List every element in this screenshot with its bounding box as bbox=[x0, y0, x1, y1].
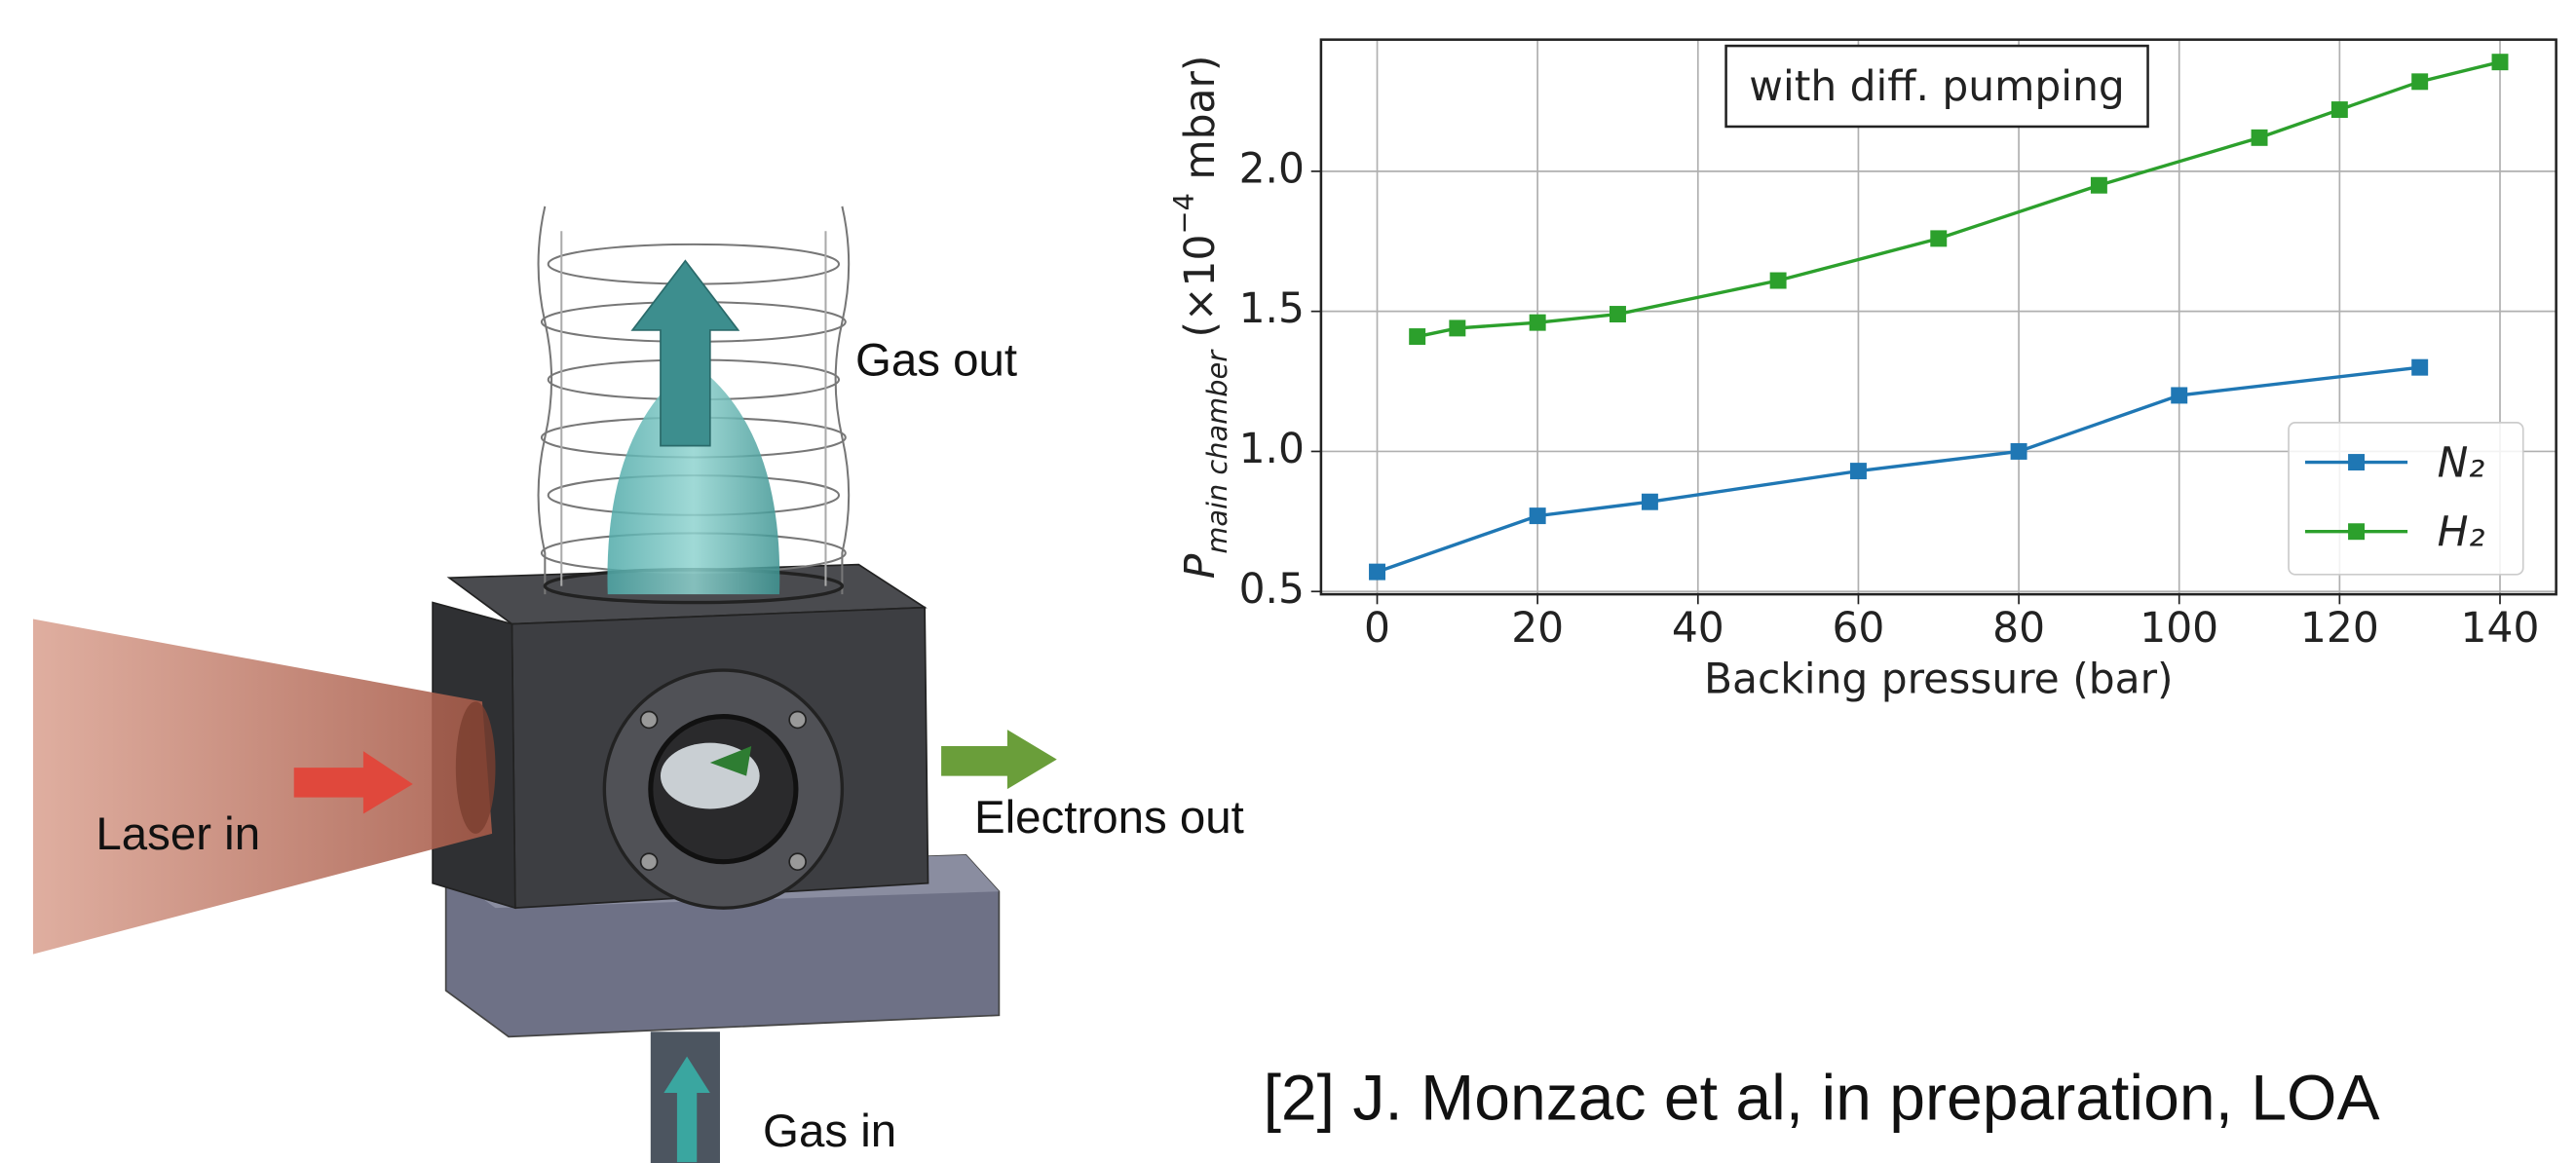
marker bbox=[2252, 130, 2268, 146]
marker bbox=[2331, 101, 2348, 118]
marker bbox=[1530, 315, 1546, 331]
series-line bbox=[1378, 367, 2420, 572]
marker bbox=[1930, 230, 1947, 246]
y-axis-label-part: (×10 bbox=[1175, 235, 1223, 351]
label: Laser in bbox=[95, 808, 260, 860]
x-tick-label: 120 bbox=[2300, 604, 2379, 652]
marker bbox=[1530, 507, 1546, 524]
x-tick-label: 100 bbox=[2140, 604, 2218, 652]
marker bbox=[1770, 273, 1787, 289]
x-tick-label: 20 bbox=[1511, 604, 1564, 652]
marker bbox=[1610, 306, 1626, 322]
marker bbox=[2492, 54, 2509, 70]
y-axis-label-part: P bbox=[1175, 553, 1223, 579]
y-axis-label: Pmain chamber (×10−4 mbar) bbox=[1167, 56, 1233, 580]
legend-marker bbox=[2348, 454, 2365, 470]
marker bbox=[2411, 73, 2428, 90]
legend-marker bbox=[2348, 523, 2365, 540]
marker bbox=[1850, 463, 1867, 479]
marker bbox=[2171, 387, 2187, 403]
x-axis-label: Backing pressure (bar) bbox=[1704, 655, 2174, 702]
label: Gas out bbox=[855, 334, 1017, 386]
marker bbox=[2411, 359, 2428, 376]
y-axis-label-part: main chamber bbox=[1200, 349, 1233, 554]
y-tick-label: 1.5 bbox=[1239, 284, 1305, 332]
y-tick-label: 0.5 bbox=[1239, 565, 1305, 613]
x-tick-label: 80 bbox=[1992, 604, 2045, 652]
marker bbox=[1369, 564, 1385, 581]
marker bbox=[1409, 328, 1425, 345]
setup-diagram: Gas out Laser in Electrons out Gas in bbox=[33, 206, 1244, 1163]
annotation: with diff. pumping bbox=[1749, 62, 2125, 110]
electrons-arrow bbox=[941, 730, 1057, 789]
y-tick-label: 1.0 bbox=[1239, 425, 1305, 472]
x-tick-label: 60 bbox=[1832, 604, 1884, 652]
label: Electrons out bbox=[974, 792, 1244, 844]
laser-port bbox=[456, 701, 496, 834]
marker bbox=[1449, 319, 1465, 336]
marker bbox=[2011, 443, 2027, 460]
chart: 0 20 40 60 80 100 120 140 0.5 1.0 1.5 2.0 Backing pr… bbox=[1167, 40, 2557, 703]
x-tick-label: 0 bbox=[1364, 604, 1390, 652]
x-tick-label: 40 bbox=[1672, 604, 1724, 652]
y-tick-label: 2.0 bbox=[1239, 144, 1305, 192]
laser-cone bbox=[33, 619, 492, 955]
x-tick-label: 140 bbox=[2461, 604, 2540, 652]
label: Gas in bbox=[763, 1106, 896, 1157]
citation: [2] J. Monzac et al, in preparation, LOA bbox=[1264, 1063, 2380, 1135]
page: {"diagram": {"labels": ["Gas out", "Lase… bbox=[0, 0, 2576, 1163]
legend-label: N₂ bbox=[2438, 438, 2485, 486]
y-axis-label-part: mbar) bbox=[1175, 56, 1223, 194]
legend-label: H₂ bbox=[2438, 508, 2485, 556]
figure: Gas out Laser in Electrons out Gas in [2… bbox=[0, 0, 2576, 1163]
y-axis-label-part: −4 bbox=[1167, 193, 1200, 234]
legend-box bbox=[2289, 423, 2523, 575]
marker bbox=[2091, 177, 2107, 194]
marker bbox=[1642, 494, 1658, 510]
